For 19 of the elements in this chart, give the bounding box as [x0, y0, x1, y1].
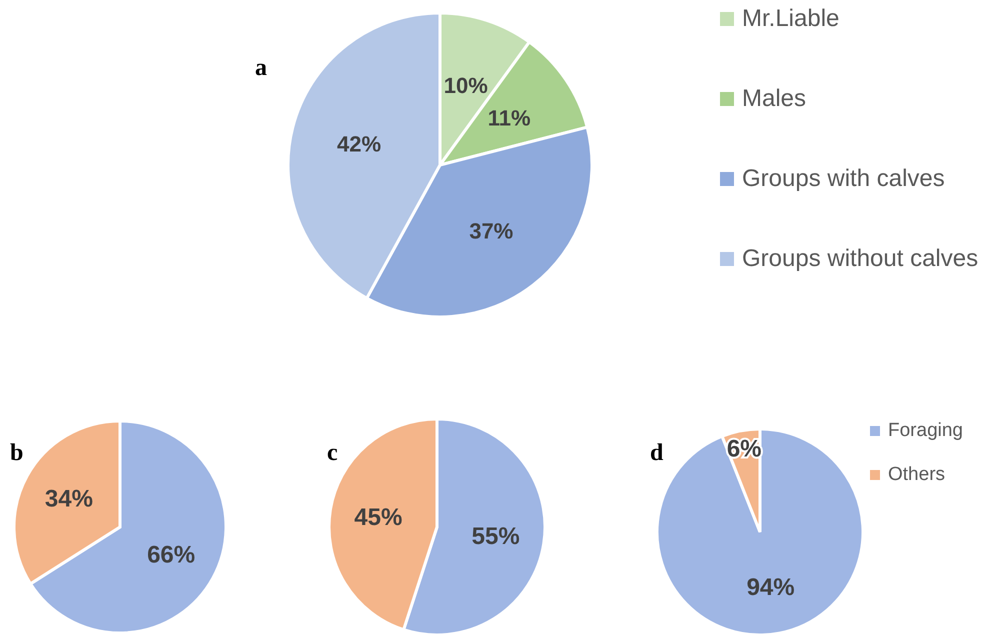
- text: b: [10, 440, 24, 467]
- data-label: 66%: [147, 542, 196, 569]
- data-label: 10%: [444, 72, 488, 98]
- data-label: 45%: [354, 504, 402, 532]
- data-label: 42%: [337, 132, 382, 157]
- text: c: [327, 440, 338, 467]
- data-label: 11%: [488, 106, 531, 131]
- legend-label: Groups with calves: [742, 165, 945, 193]
- data-label: 94%: [746, 574, 795, 602]
- data-label: 37%: [469, 218, 514, 244]
- legend-label: Groups without calves: [742, 245, 978, 273]
- data-label: 34%: [44, 485, 93, 512]
- data-label: 55%: [472, 522, 520, 550]
- legend-label: Others: [888, 464, 946, 486]
- legend-label: Mr.Liable: [742, 5, 840, 33]
- legend-label: Foraging: [888, 420, 963, 442]
- legend-label: Males: [742, 85, 806, 113]
- text: a: [255, 55, 267, 82]
- text: d: [650, 440, 664, 467]
